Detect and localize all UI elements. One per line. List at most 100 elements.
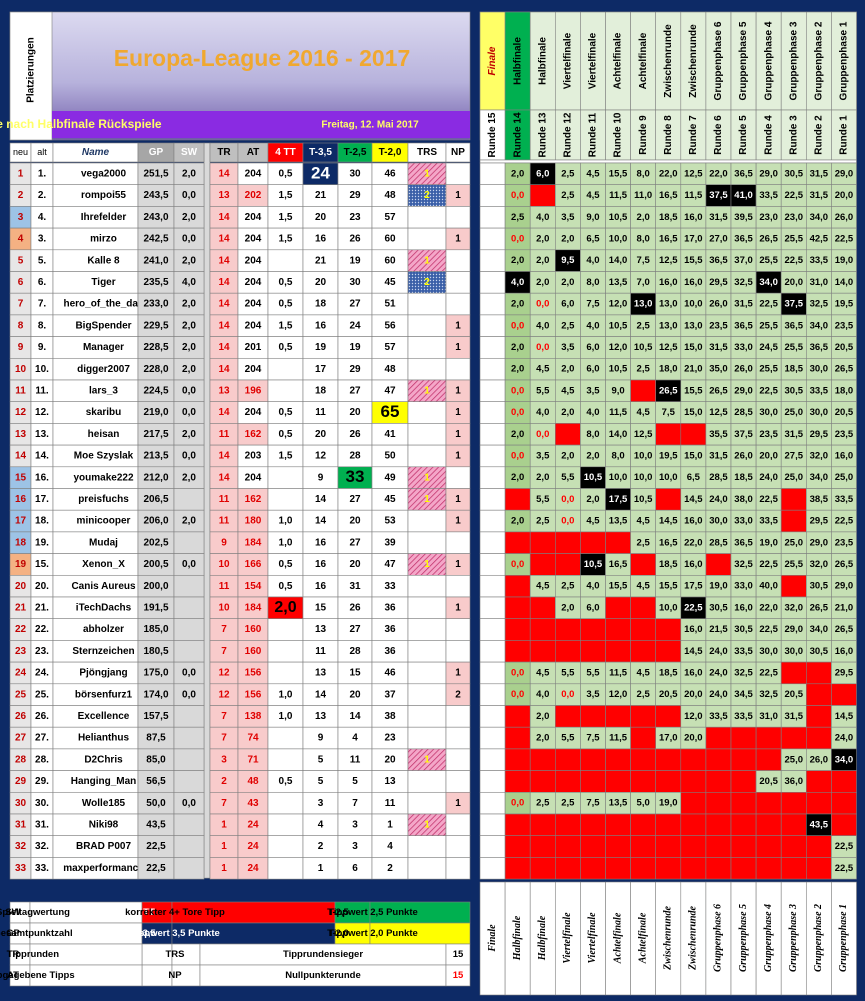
cell-text: 22,5 — [759, 494, 778, 505]
cell-text: 20,0 — [759, 450, 778, 461]
cell-text: 32,5 — [734, 667, 753, 678]
cell-text: 21,0 — [684, 364, 703, 375]
cell-text: 13 — [218, 190, 230, 201]
cell-text: 6 — [352, 863, 358, 874]
cell-text: 3 — [352, 841, 358, 852]
cell-text: 14 — [218, 168, 230, 179]
cell — [805, 857, 832, 880]
cell-text: 18,5 — [659, 667, 678, 678]
cell-text: 184 — [245, 537, 262, 548]
cell-text: 37,5 — [734, 429, 753, 440]
cell-text: 0,5 — [279, 299, 293, 310]
cell-text: 32,0 — [810, 559, 829, 570]
cell-text: 3,5 — [586, 689, 600, 700]
cell — [504, 813, 531, 837]
cell-text: 4,5 — [637, 516, 651, 527]
cell — [680, 748, 707, 771]
cell — [655, 813, 682, 837]
cell-text: 2,0 — [182, 342, 196, 353]
cell-text: 2,0 — [182, 320, 196, 331]
cell-text: 206,0 — [143, 516, 168, 527]
cell-text: 24 — [15, 668, 27, 679]
cell — [407, 531, 447, 554]
stage-header-cell — [755, 11, 782, 111]
cell-text: 24,0 — [709, 646, 728, 657]
cell — [407, 770, 447, 793]
cell-text: 23,0 — [759, 212, 778, 223]
cell-text: 7 — [221, 711, 227, 722]
cell-text: 30 — [349, 277, 361, 288]
cell-text: digger2007 — [77, 364, 130, 375]
cell-text: 11 — [219, 516, 230, 527]
cell-text: 0,5 — [279, 407, 293, 418]
cell-text: Mudaj — [89, 537, 118, 548]
cell-text: 0,0 — [511, 190, 524, 201]
cell-text: 51 — [384, 299, 396, 310]
cell — [173, 770, 205, 793]
cell — [730, 726, 757, 750]
cell-text: 21 — [315, 255, 327, 266]
stage-footer-label: Achtelfinale — [612, 912, 623, 964]
cell-text: 0,0 — [511, 320, 524, 331]
cell — [504, 835, 531, 858]
cell — [680, 857, 707, 880]
date: Freitag, 12. Mai 2017 — [321, 120, 419, 131]
cell-text: 204 — [245, 255, 262, 266]
cell-text: 8,0 — [637, 168, 650, 179]
cell-text: 33,5 — [759, 516, 778, 527]
cell-text: 60 — [384, 234, 396, 245]
cell-text: 6,0 — [586, 364, 599, 375]
cell-text: 25,0 — [835, 472, 854, 483]
cell-text: 10,0 — [684, 299, 703, 310]
cell — [730, 748, 757, 771]
cell-text: hero_of_the_day — [63, 299, 143, 310]
cell — [479, 726, 506, 750]
cell — [504, 618, 531, 641]
cell-text: 6 — [18, 277, 24, 288]
stage-label: Zwischenrunde — [663, 24, 674, 98]
cell — [805, 726, 832, 750]
cell-text: 12 — [218, 668, 230, 679]
cell-text: 23,5 — [835, 320, 854, 331]
cell-text: 30,0 — [759, 646, 778, 657]
stage-footer-label: Gruppenphase 2 — [813, 904, 824, 972]
cell — [780, 509, 807, 533]
cell — [407, 357, 447, 381]
cell-text: 204 — [245, 277, 262, 288]
cell-text: 228,0 — [143, 364, 168, 375]
cell — [407, 336, 447, 359]
cell-text: Kalle 8 — [87, 255, 120, 266]
cell-text: 12,5 — [659, 255, 678, 266]
cell-text: 13 — [315, 624, 327, 635]
cell — [831, 770, 857, 793]
cell-text: 0,0 — [536, 299, 549, 310]
cell — [554, 813, 581, 837]
cell-text: 26,0 — [835, 212, 854, 223]
cell-text: 5 — [318, 776, 324, 787]
cell — [173, 531, 205, 554]
cell-text: 23,5 — [835, 429, 854, 440]
cell-text: 213,5 — [143, 451, 168, 462]
cell-text: 13,0 — [684, 320, 703, 331]
cell-text: 14,5 — [684, 646, 703, 657]
round-number-cell — [755, 109, 782, 161]
cell-text: 242,5 — [143, 234, 168, 245]
cell-text: 0,5 — [279, 342, 293, 353]
cell-text: 2,5 — [561, 190, 575, 201]
cell — [479, 357, 506, 381]
cell-text: 10,0 — [634, 450, 653, 461]
column-header: Name — [82, 147, 110, 158]
cell-text: 31,5 — [810, 190, 829, 201]
cell-text: 35,5 — [709, 429, 728, 440]
cell-text: Sternzeichen — [72, 646, 134, 657]
cell-text: 23,0 — [785, 212, 804, 223]
cell-text: 204 — [245, 212, 262, 223]
cell-text: 204 — [245, 168, 262, 179]
stage-footer-cell — [805, 881, 832, 996]
cell-text: 26,5 — [709, 385, 728, 396]
cell-text: 1 — [455, 798, 461, 809]
stage-label: Gruppenphase 5 — [738, 21, 749, 100]
cell-text: 29,0 — [785, 624, 804, 635]
cell-text: 22,0 — [759, 602, 778, 613]
cell-text: 9 — [18, 342, 24, 353]
